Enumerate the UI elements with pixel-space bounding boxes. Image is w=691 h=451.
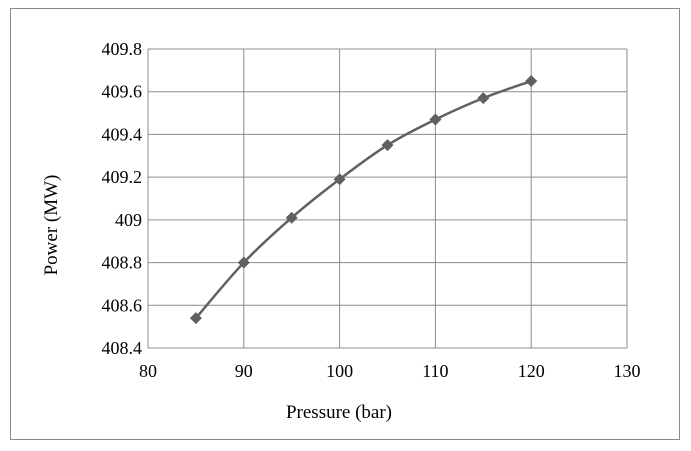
- x-tick-label: 120: [518, 361, 545, 381]
- chart-frame: [10, 8, 680, 440]
- y-tick-label: 408.8: [102, 253, 143, 273]
- data-point-marker: [189, 312, 202, 325]
- data-point-marker: [429, 113, 442, 126]
- data-point-marker: [285, 211, 298, 224]
- y-tick-label: 408.6: [102, 295, 143, 315]
- x-tick-label: 110: [422, 361, 448, 381]
- tick-labels: 408.4 408.6 408.8 409 409.2 409.4 409.6 409.8 80…: [102, 39, 641, 381]
- x-tick-label: 100: [326, 361, 353, 381]
- series-line: [194, 79, 532, 319]
- data-point-marker: [525, 75, 538, 88]
- y-tick-label: 409.4: [102, 124, 143, 144]
- y-tick-label: 409: [115, 210, 142, 230]
- y-tick-label: 409.8: [102, 39, 143, 59]
- grid: [147, 48, 628, 349]
- y-tick-label: 409.6: [102, 82, 143, 102]
- x-tick-label: 90: [235, 361, 253, 381]
- series-markers: [189, 75, 538, 325]
- x-axis-title: Pressure (bar): [286, 402, 392, 423]
- y-axis-title: Power (MW): [41, 175, 62, 276]
- x-tick-label: 130: [614, 361, 641, 381]
- data-point-marker: [237, 256, 250, 269]
- y-tick-label: 409.2: [102, 167, 143, 187]
- data-point-marker: [333, 173, 346, 186]
- data-point-marker: [477, 92, 490, 105]
- x-tick-label: 80: [139, 361, 157, 381]
- y-tick-label: 408.4: [102, 338, 143, 358]
- data-point-marker: [381, 139, 394, 152]
